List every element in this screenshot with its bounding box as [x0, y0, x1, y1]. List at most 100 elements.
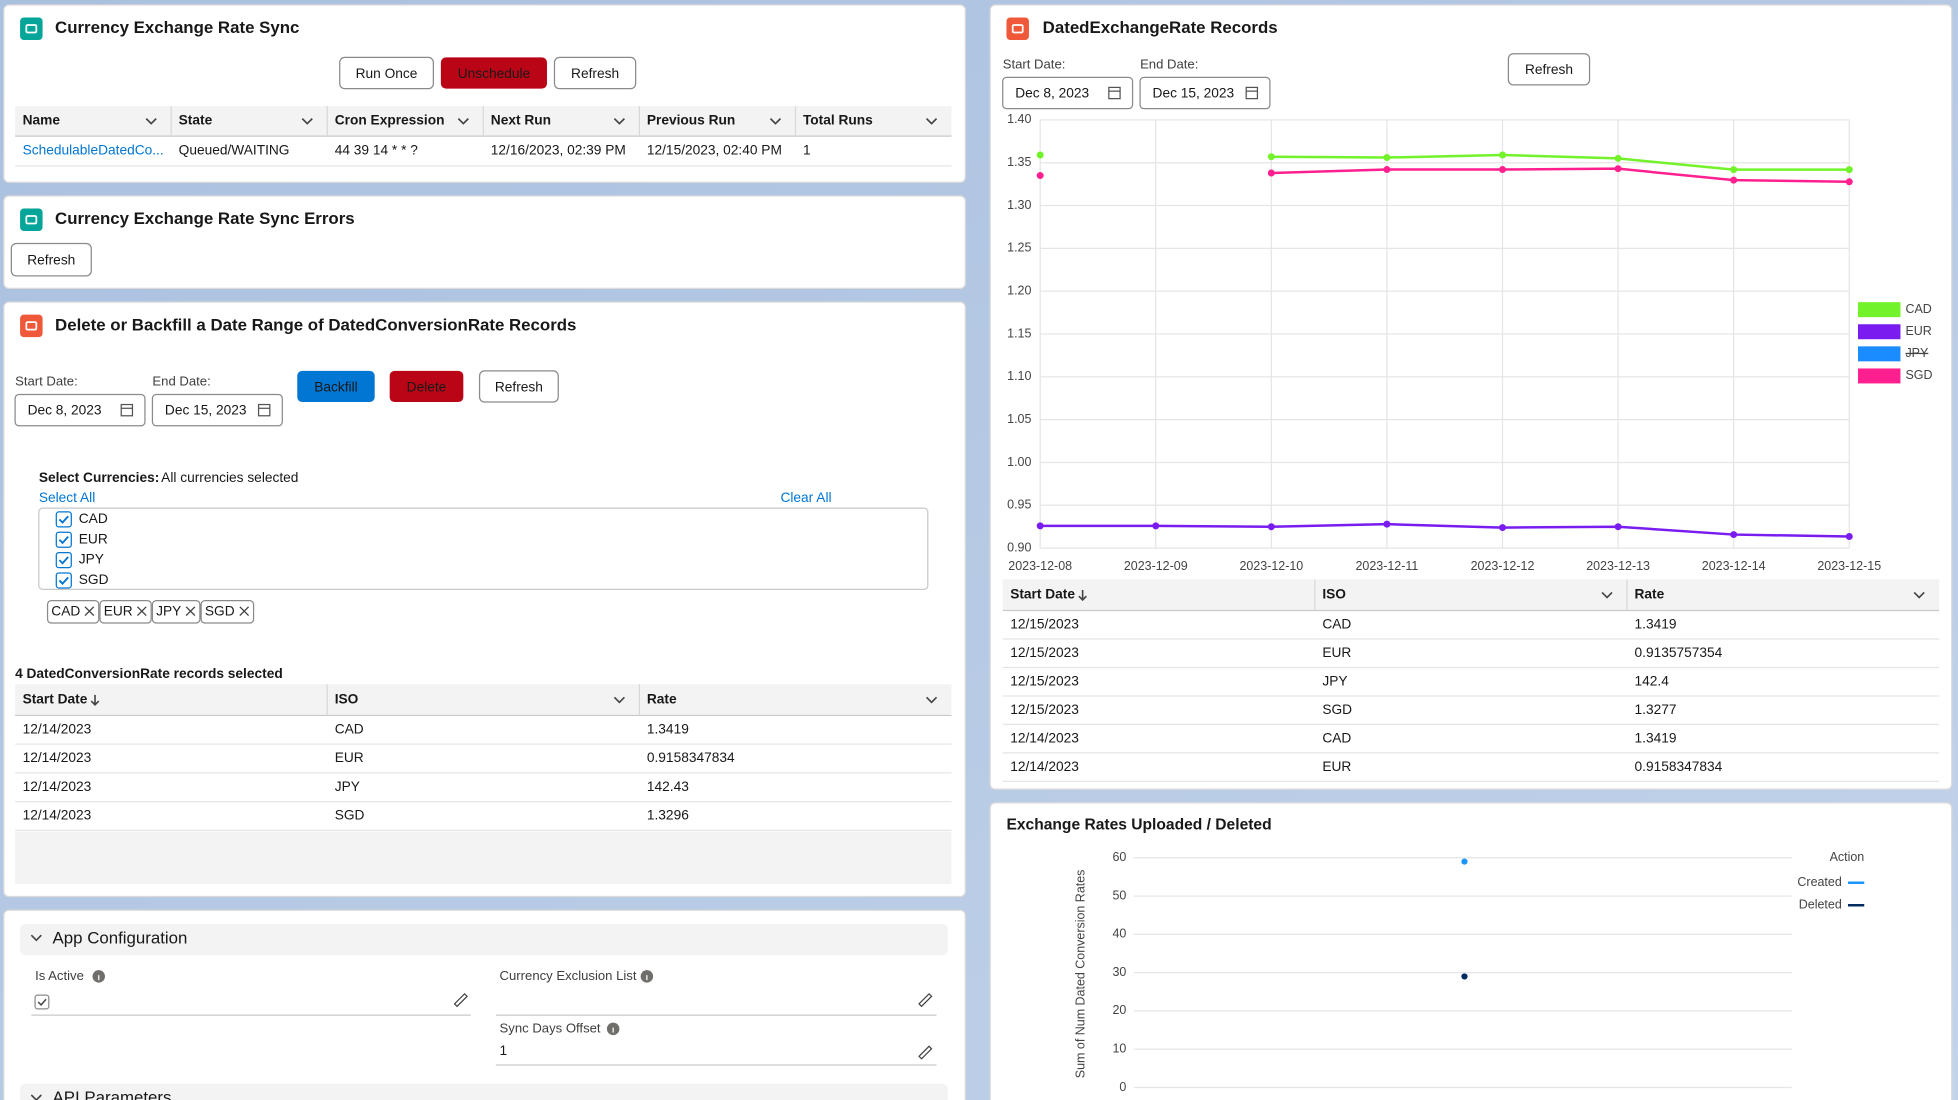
button-label[interactable]: Refresh: [495, 379, 543, 394]
table-cell: EUR: [1322, 759, 1351, 774]
option-label: JPY: [79, 552, 104, 567]
edit-icon[interactable]: [453, 992, 468, 1008]
data-point: [1614, 154, 1622, 162]
button-label[interactable]: Unschedule: [458, 66, 531, 81]
section-header: [20, 923, 948, 956]
x-tick-label: 2023-12-10: [1239, 559, 1303, 573]
table-cell: 1.3419: [1635, 616, 1677, 631]
checkbox[interactable]: [55, 572, 72, 589]
button[interactable]: [297, 370, 375, 403]
pill-label: JPY: [156, 603, 181, 618]
card-title: DatedExchangeRate Records: [1043, 18, 1278, 37]
button[interactable]: [553, 56, 637, 90]
button-label[interactable]: Backfill: [314, 379, 357, 394]
date-value[interactable]: Dec 8, 2023: [28, 402, 102, 417]
data-point: [1036, 522, 1044, 530]
icon: [1006, 17, 1029, 40]
data-point: [1730, 176, 1738, 184]
table-cell: 1.3296: [647, 808, 689, 823]
data-point: [1152, 522, 1160, 530]
button[interactable]: [478, 370, 559, 403]
legend-label[interactable]: EUR: [1905, 324, 1931, 338]
legend-swatch: [1858, 324, 1901, 340]
table-cell: CAD: [335, 721, 364, 736]
button-label[interactable]: Refresh: [571, 66, 619, 81]
legend-swatch: [1858, 368, 1901, 384]
edit-icon[interactable]: [918, 1045, 933, 1060]
column-header: Start Date: [1010, 587, 1075, 602]
button-label[interactable]: Refresh: [1525, 62, 1573, 77]
legend-label[interactable]: JPY: [1905, 346, 1929, 360]
table-cell: 142.4: [1635, 673, 1670, 688]
sort-arrow: [90, 694, 100, 706]
y-tick-label: 1.00: [1007, 455, 1031, 469]
y-tick-label: 60: [1112, 850, 1126, 864]
x-tick-label: 2023-12-09: [1124, 559, 1188, 573]
y-tick-label: 1.20: [1007, 283, 1031, 297]
pill-remove: [136, 606, 147, 617]
data-point: [1461, 858, 1468, 865]
y-tick-label: 10: [1112, 1042, 1126, 1056]
button[interactable]: [10, 242, 92, 277]
pill[interactable]: [99, 599, 152, 624]
field-label: Is Active: [35, 968, 84, 983]
date-input[interactable]: [1002, 76, 1134, 110]
pill[interactable]: [200, 599, 255, 624]
checkbox[interactable]: [55, 551, 72, 569]
y-tick-label: 1.10: [1007, 369, 1031, 383]
section-header: [20, 1083, 948, 1100]
chevron: [1601, 591, 1613, 599]
x-tick-label: 2023-12-13: [1586, 559, 1650, 573]
calendar-icon: [1245, 86, 1259, 100]
button[interactable]: [440, 57, 547, 89]
data-point: [1845, 166, 1853, 174]
calendar-icon: [257, 403, 271, 417]
button-label[interactable]: Refresh: [27, 253, 75, 268]
pill-label: SGD: [205, 603, 235, 618]
button-label[interactable]: Delete: [407, 379, 447, 394]
date-input[interactable]: [1139, 76, 1271, 110]
option-label: SGD: [79, 572, 109, 587]
select-all[interactable]: Select All: [39, 490, 95, 505]
data-point: [1845, 533, 1853, 540]
legend-label[interactable]: Created: [1797, 875, 1841, 889]
checkbox[interactable]: [55, 531, 72, 548]
chevron: [925, 118, 938, 125]
edit-icon[interactable]: [918, 992, 933, 1008]
date-input[interactable]: [151, 393, 283, 427]
table-cell: 142.43: [647, 779, 689, 794]
date-input[interactable]: [14, 393, 146, 427]
card: [989, 802, 1953, 1100]
legend-label[interactable]: Deleted: [1799, 898, 1842, 912]
table-cell: EUR: [335, 750, 364, 765]
icon: [20, 314, 43, 338]
pill-remove: [239, 606, 250, 617]
legend-label[interactable]: SGD: [1905, 368, 1932, 382]
clear-all[interactable]: Clear All: [780, 490, 831, 505]
checkbox[interactable]: [55, 511, 72, 528]
table-cell[interactable]: SchedulableDatedCo...: [23, 143, 164, 158]
button-label[interactable]: Run Once: [356, 66, 418, 81]
chevron: [30, 934, 42, 942]
column-header: Cron Expression: [335, 113, 445, 128]
data-point: [1036, 151, 1044, 159]
field-label: Currency Exclusion List: [500, 968, 637, 983]
y-tick-label: 0: [1119, 1080, 1126, 1094]
button[interactable]: [1507, 53, 1591, 86]
icon-glyph: [25, 24, 38, 34]
pill[interactable]: [46, 599, 100, 624]
button[interactable]: [339, 56, 434, 90]
legend-label[interactable]: CAD: [1905, 302, 1931, 316]
date-value[interactable]: Dec 8, 2023: [1015, 85, 1089, 100]
button[interactable]: [389, 370, 464, 403]
chevron: [613, 696, 625, 704]
date-value[interactable]: Dec 15, 2023: [1153, 85, 1235, 100]
data-point: [1614, 523, 1622, 531]
pill-label: CAD: [51, 603, 80, 618]
data-point: [1499, 166, 1507, 174]
date-value[interactable]: Dec 15, 2023: [165, 402, 247, 417]
legend-swatch: [1858, 346, 1901, 362]
pill[interactable]: [151, 599, 201, 624]
y-tick-label: 40: [1112, 927, 1126, 941]
